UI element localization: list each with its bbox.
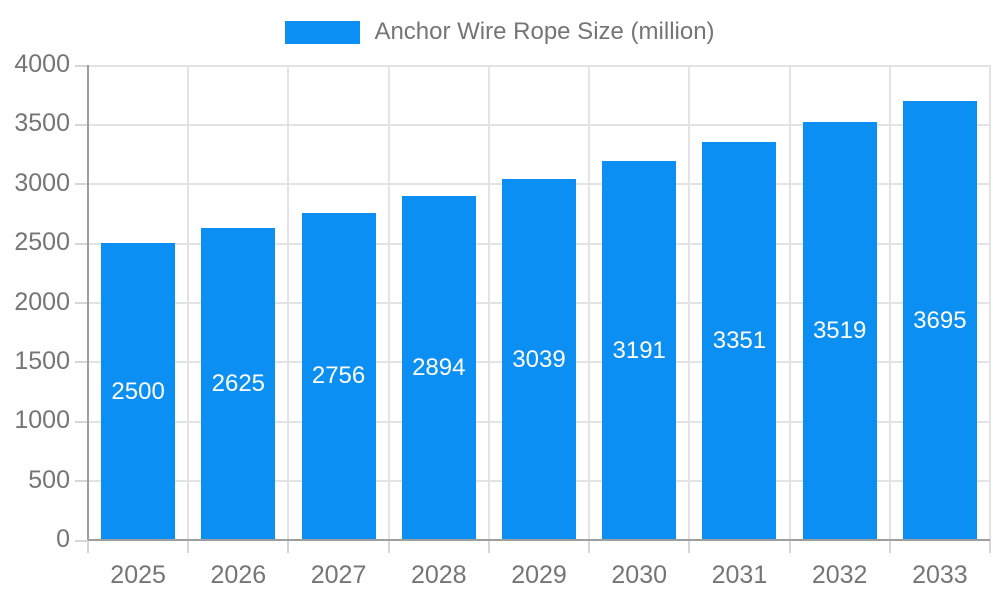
- y-axis-tick: [75, 539, 88, 542]
- y-axis-tick: [75, 302, 88, 304]
- bar[interactable]: 2500: [101, 243, 176, 540]
- bar[interactable]: 3191: [602, 161, 677, 540]
- y-axis-tick-label: 2500: [14, 228, 70, 257]
- x-axis-category-label: 2025: [110, 561, 166, 589]
- x-axis-tick: [688, 540, 691, 553]
- x-axis-line: [88, 539, 990, 541]
- bar[interactable]: 3351: [702, 142, 777, 540]
- x-axis-tick: [588, 540, 591, 553]
- gridline-vertical: [287, 65, 290, 540]
- x-axis-category-label: 2030: [611, 561, 668, 589]
- x-axis-category-label: 2028: [410, 561, 467, 589]
- bar[interactable]: 3695: [902, 101, 977, 540]
- legend-label: Anchor Wire Rope Size (million): [374, 18, 715, 45]
- y-axis-tick: [75, 123, 88, 126]
- gridline-vertical: [688, 65, 691, 540]
- x-axis-category-label: 2029: [511, 561, 567, 589]
- x-axis-tick: [788, 540, 791, 553]
- x-axis-category-label: 2032: [811, 561, 868, 589]
- x-axis-tick: [87, 540, 89, 553]
- y-axis-line: [87, 65, 89, 540]
- y-axis-tick: [75, 64, 88, 67]
- bar-value-label: 3351: [712, 327, 767, 355]
- bar[interactable]: 2625: [201, 228, 276, 540]
- x-axis-category-label: 2031: [711, 561, 768, 589]
- y-axis-tick-label: 1000: [14, 406, 70, 435]
- bar-value-label: 2756: [311, 362, 366, 390]
- bar-value-label: 2625: [211, 370, 266, 398]
- bar-value-label: 2894: [412, 354, 466, 382]
- bar[interactable]: 3519: [802, 122, 877, 540]
- bar-value-label: 3519: [812, 317, 867, 345]
- y-axis-tick-label: 0: [56, 525, 70, 553]
- y-axis-tick-label: 500: [28, 465, 70, 494]
- y-axis-tick: [75, 420, 88, 423]
- y-axis-tick-label: 4000: [14, 50, 70, 78]
- gridline-vertical: [187, 65, 190, 540]
- gridline-vertical: [788, 65, 791, 540]
- x-axis-tick: [888, 540, 891, 553]
- y-axis-tick-label: 3500: [14, 109, 70, 138]
- x-axis-tick: [989, 540, 991, 553]
- bar-value-label: 2500: [111, 377, 165, 405]
- x-axis-category-label: 2027: [310, 561, 367, 589]
- bar[interactable]: 2894: [401, 196, 476, 540]
- gridline-vertical: [888, 65, 891, 540]
- bar[interactable]: 2756: [301, 212, 376, 540]
- x-axis-category-label: 2026: [210, 561, 267, 589]
- x-axis-tick: [287, 540, 290, 553]
- gridline-vertical: [588, 65, 591, 540]
- y-axis-tick-label: 3000: [14, 168, 70, 197]
- x-axis-tick: [187, 540, 190, 553]
- gridline-horizontal: [88, 64, 990, 67]
- y-axis-tick: [75, 242, 88, 245]
- bar-value-label: 3039: [512, 345, 566, 373]
- legend-swatch: [285, 20, 361, 44]
- y-axis-tick: [75, 480, 88, 483]
- gridline-vertical: [989, 65, 991, 540]
- bar-value-label: 3695: [913, 306, 967, 334]
- x-axis-tick: [487, 540, 490, 553]
- y-axis-tick: [75, 183, 88, 186]
- gridline-horizontal: [88, 123, 990, 126]
- gridline-vertical: [487, 65, 490, 540]
- x-axis-tick: [387, 540, 390, 553]
- y-axis-tick-label: 2000: [14, 287, 70, 316]
- bar[interactable]: 3039: [502, 179, 576, 540]
- y-axis-tick: [75, 361, 88, 364]
- legend-item[interactable]: Anchor Wire Rope Size (million): [0, 10, 1000, 54]
- y-axis-tick-label: 1500: [14, 346, 70, 375]
- x-axis-category-label: 2033: [912, 561, 968, 589]
- bar-value-label: 3191: [612, 336, 666, 364]
- gridline-vertical: [387, 65, 390, 540]
